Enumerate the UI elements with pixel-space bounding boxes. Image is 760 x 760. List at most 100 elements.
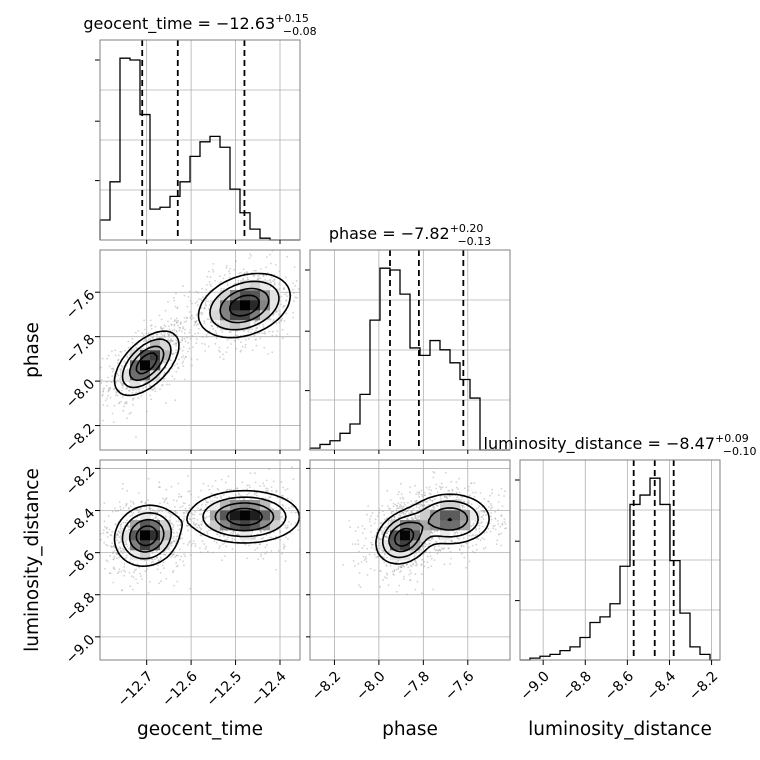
- scatter-point: [193, 320, 196, 323]
- scatter-point: [216, 487, 219, 490]
- scatter-point: [173, 540, 175, 542]
- scatter-point: [173, 352, 175, 355]
- scatter-point: [392, 502, 395, 505]
- scatter-point: [180, 330, 183, 333]
- scatter-point: [405, 510, 408, 513]
- scatter-point: [439, 486, 442, 489]
- scatter-point: [180, 495, 183, 498]
- scatter-point: [116, 557, 118, 560]
- scatter-point: [113, 558, 116, 560]
- scatter-point: [191, 513, 194, 516]
- scatter-point: [175, 317, 178, 320]
- scatter-point: [150, 398, 153, 401]
- scatter-point: [291, 499, 293, 502]
- scatter-point: [121, 548, 124, 550]
- scatter-point: [438, 548, 440, 551]
- scatter-point: [423, 504, 426, 506]
- scatter-point: [430, 565, 433, 567]
- scatter-point: [163, 499, 166, 502]
- scatter-point: [366, 548, 369, 550]
- scatter-point: [361, 532, 364, 534]
- scatter-point: [377, 539, 380, 541]
- scatter-point: [200, 520, 203, 523]
- scatter-point: [191, 335, 194, 337]
- scatter-point: [434, 549, 437, 552]
- scatter-point: [232, 533, 234, 535]
- scatter-point: [137, 492, 140, 494]
- scatter-point: [430, 489, 433, 492]
- scatter-point: [243, 272, 246, 275]
- scatter-point: [425, 501, 427, 503]
- scatter-point: [103, 520, 106, 523]
- scatter-point: [447, 547, 450, 550]
- scatter-point: [271, 276, 273, 279]
- scatter-point: [121, 366, 124, 368]
- scatter-point: [118, 570, 120, 573]
- scatter-point: [364, 537, 367, 540]
- scatter-point: [189, 554, 192, 556]
- scatter-point: [403, 565, 405, 568]
- scatter-point: [409, 564, 412, 567]
- scatter-point: [162, 561, 165, 564]
- scatter-point: [488, 506, 490, 508]
- scatter-point: [392, 573, 395, 575]
- contour-line-1: [121, 496, 287, 560]
- scatter-point: [423, 491, 426, 494]
- scatter-point: [154, 558, 156, 560]
- scatter-point: [197, 496, 200, 498]
- scatter-point: [178, 520, 180, 522]
- scatter-point: [145, 332, 148, 335]
- scatter-point: [106, 536, 109, 538]
- scatter-point: [492, 527, 495, 530]
- scatter-point: [165, 497, 168, 499]
- scatter-point: [106, 404, 109, 407]
- scatter-point: [170, 317, 173, 320]
- scatter-point: [177, 319, 180, 322]
- scatter-point: [93, 407, 95, 409]
- scatter-point: [415, 564, 417, 567]
- scatter-point: [242, 268, 245, 271]
- scatter-point: [194, 511, 197, 513]
- scatter-point: [171, 375, 174, 377]
- scatter-point: [400, 493, 403, 495]
- scatter-point: [173, 323, 176, 326]
- scatter-point: [282, 287, 285, 290]
- scatter-point: [404, 503, 407, 506]
- scatter-point: [205, 501, 208, 504]
- scatter-point: [276, 496, 279, 499]
- scatter-point: [412, 508, 415, 510]
- scatter-panel-geocent_time-luminosity_distance: [99, 459, 301, 661]
- scatter-point: [188, 331, 191, 334]
- scatter-point: [182, 360, 185, 363]
- scatter-point: [131, 341, 134, 344]
- scatter-point: [373, 569, 376, 572]
- scatter-point: [172, 526, 175, 529]
- scatter-point: [385, 535, 388, 538]
- scatter-point: [383, 518, 386, 521]
- scatter-point: [461, 505, 464, 508]
- scatter-point: [175, 351, 177, 354]
- scatter-point: [398, 507, 400, 509]
- density-cell: [450, 510, 461, 521]
- scatter-point: [284, 560, 287, 562]
- scatter-point: [270, 550, 273, 552]
- scatter-point: [283, 304, 286, 307]
- scatter-point: [192, 521, 195, 523]
- scatter-point: [179, 523, 182, 526]
- contour-line-3: [393, 517, 453, 547]
- scatter-point: [171, 339, 174, 342]
- scatter-point: [211, 485, 214, 488]
- scatter-point: [179, 558, 181, 561]
- scatter-point: [201, 336, 204, 339]
- scatter-point: [252, 538, 255, 540]
- scatter-point: [202, 296, 204, 299]
- scatter-point: [262, 323, 264, 326]
- scatter-point: [436, 530, 438, 532]
- scatter-point: [456, 536, 458, 539]
- scatter-point: [255, 492, 257, 494]
- scatter-point: [174, 305, 177, 308]
- scatter-point: [278, 270, 281, 273]
- scatter-point: [281, 495, 284, 497]
- scatter-point: [395, 568, 398, 571]
- scatter-point: [113, 454, 115, 456]
